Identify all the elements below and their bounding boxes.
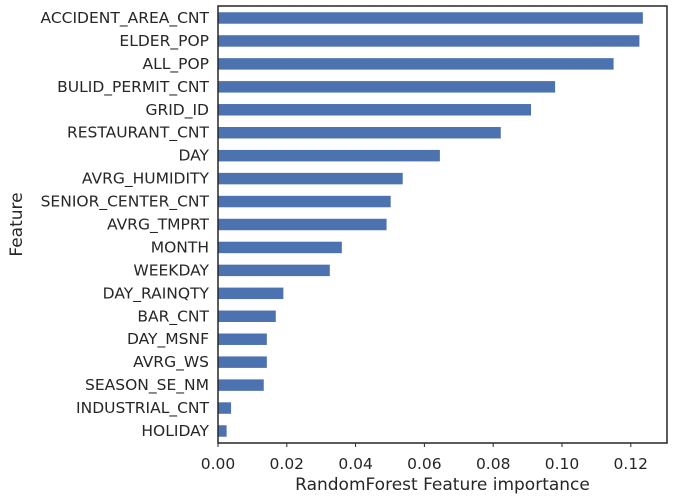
y-tick-label: AVRG_HUMIDITY — [82, 170, 210, 189]
bar-senior-center-cnt — [218, 195, 391, 208]
y-tick-labels: ACCIDENT_AREA_CNT ELDER_POP ALL_POP BULID_P… — [41, 9, 210, 440]
plot-frame — [217, 5, 668, 444]
bar-weekday — [218, 264, 330, 277]
bar-elder-pop — [218, 35, 640, 47]
x-tick-label: 0.02 — [270, 455, 305, 473]
y-tick-label: DAY_RAINQTY — [103, 284, 210, 303]
y-tick-label: ALL_POP — [142, 55, 209, 74]
x-tick-label: 0.04 — [338, 455, 373, 473]
bar-bulid-permit-cnt — [218, 81, 556, 93]
y-tick-label: ELDER_POP — [119, 32, 209, 51]
bar-grid-id — [218, 104, 532, 116]
x-tick-label: 0.10 — [545, 455, 580, 473]
y-tick-label: SENIOR_CENTER_CNT — [41, 193, 210, 212]
y-tick-label: AVRG_TMPRT — [107, 216, 210, 235]
bar-accident-area-cnt — [218, 12, 643, 24]
bars-group — [218, 12, 643, 437]
bar-avrg-ws — [218, 356, 267, 368]
bar-avrg-tmprt — [218, 218, 387, 231]
y-axis-label: Feature — [7, 192, 27, 256]
y-tick-label: ACCIDENT_AREA_CNT — [41, 9, 210, 28]
y-tick-label: DAY_MSNF — [127, 330, 209, 349]
x-axis-label: RandomForest Feature importance — [295, 475, 590, 495]
y-tick-label: RESTAURANT_CNT — [67, 124, 210, 143]
y-tick-label: BULID_PERMIT_CNT — [57, 78, 209, 97]
y-tick-label: GRID_ID — [145, 101, 209, 120]
y-tick-label: DAY — [178, 147, 209, 165]
bar-all-pop — [218, 58, 614, 70]
y-tick-label: INDUSTRIAL_CNT — [76, 399, 210, 418]
x-tick-label: 0.06 — [407, 455, 442, 473]
y-tick-label: BAR_CNT — [137, 307, 209, 326]
y-tick-label: WEEKDAY — [133, 261, 209, 279]
bar-day-rainqty — [218, 287, 284, 300]
bar-month — [218, 241, 342, 254]
y-tick-label: AVRG_WS — [133, 353, 209, 372]
x-tick-label: 0.00 — [201, 455, 236, 473]
bar-day-msnf — [218, 333, 267, 345]
bar-restaurant-cnt — [218, 126, 501, 139]
y-tick-label: HOLIDAY — [141, 422, 209, 440]
bar-holiday — [218, 425, 227, 437]
bar-day — [218, 149, 440, 162]
x-ticks: 0.00 0.02 0.04 0.06 0.08 0.10 0.12 — [201, 443, 648, 473]
y-tick-label: MONTH — [151, 238, 209, 256]
bar-avrg-humidity — [218, 172, 403, 185]
y-tick-label: SEASON_SE_NM — [85, 376, 209, 395]
bar-season-se-nm — [218, 379, 264, 391]
x-tick-label: 0.08 — [476, 455, 511, 473]
bar-bar-cnt — [218, 310, 276, 323]
x-tick-label: 0.12 — [614, 455, 649, 473]
bar-industrial-cnt — [218, 402, 232, 414]
